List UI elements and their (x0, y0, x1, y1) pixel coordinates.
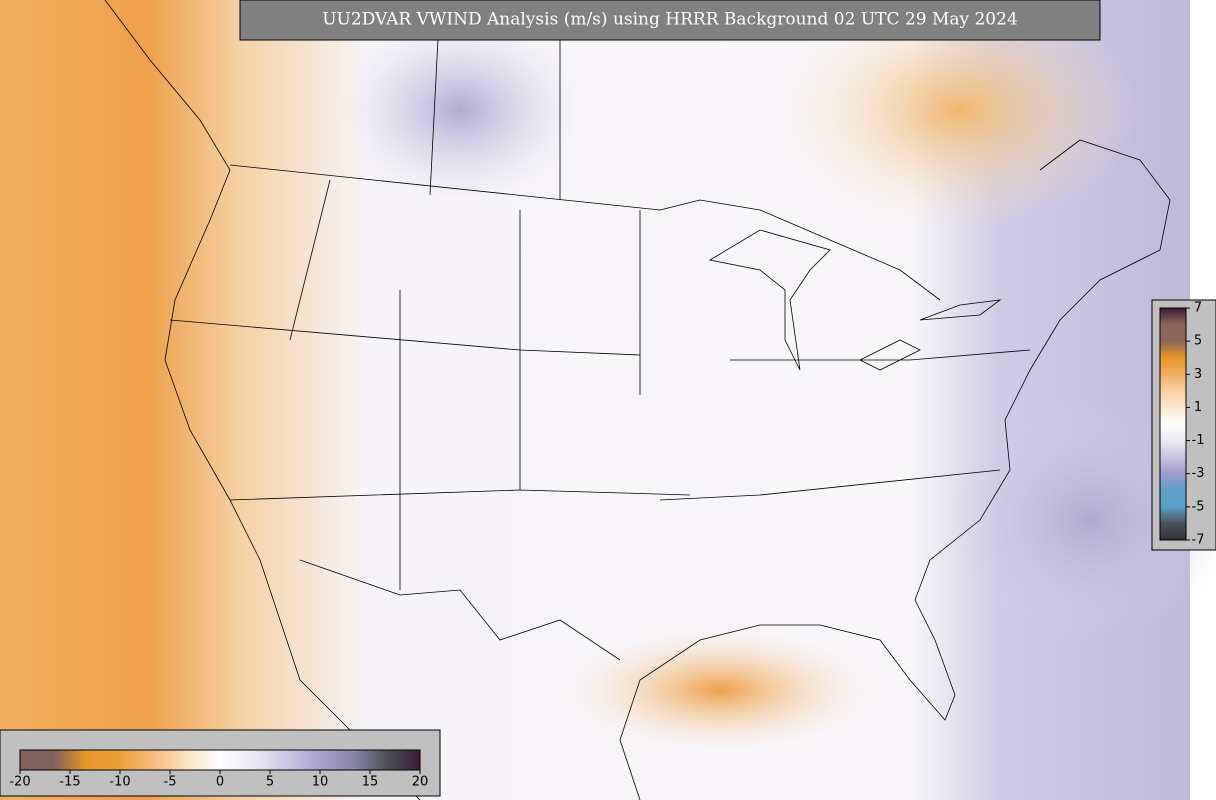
colorbar-bottom: -20 -15 -10 -5 0 5 10 15 20 (0, 729, 441, 797)
great-lakes (708, 229, 1002, 371)
field-anomaly (340, 20, 580, 200)
title-background (239, 0, 1101, 41)
colorbar-right: 7 5 3 1 -1 -3 -5 -7 (1151, 299, 1216, 551)
colorbar-tick-label: 7 (1194, 301, 1202, 316)
colorbar-tick-label: -20 (9, 775, 30, 790)
colorbar-tick-label: -5 (1192, 499, 1205, 514)
colorbar-tick-label: 3 (1194, 367, 1202, 382)
field-anomaly (780, 0, 1140, 230)
field-anomaly (570, 630, 870, 750)
field-anomaly (950, 400, 1216, 640)
colorbar-tick-label: -7 (1192, 533, 1205, 548)
colorbar-tick-label: 15 (362, 775, 379, 790)
colorbar-tick-label: -1 (1192, 433, 1205, 448)
colorbar-tick-label: 0 (216, 775, 224, 790)
colorbar-tick-label: -15 (59, 775, 80, 790)
colorbar-tick-label: -5 (164, 775, 177, 790)
colorbar-tick-label: -10 (109, 775, 130, 790)
colorbar-scale (19, 749, 421, 771)
title-box: UU2DVAR VWIND Analysis (m/s) using HRRR … (239, 0, 1101, 41)
colorbar-tick-label: 5 (1194, 334, 1202, 349)
colorbar-scale (1159, 307, 1187, 541)
colorbar-tick-label: -3 (1192, 466, 1205, 481)
coastline (104, 0, 1171, 800)
colorbar-tick-label: 5 (266, 775, 274, 790)
title: UU2DVAR VWIND Analysis (m/s) using HRRR … (322, 10, 1018, 30)
colorbar-tick-label: 10 (312, 775, 329, 790)
state-borders (169, 164, 1031, 661)
colorbar-tick-label: 1 (1194, 400, 1202, 415)
colorbar-tick-label: 20 (412, 775, 429, 790)
